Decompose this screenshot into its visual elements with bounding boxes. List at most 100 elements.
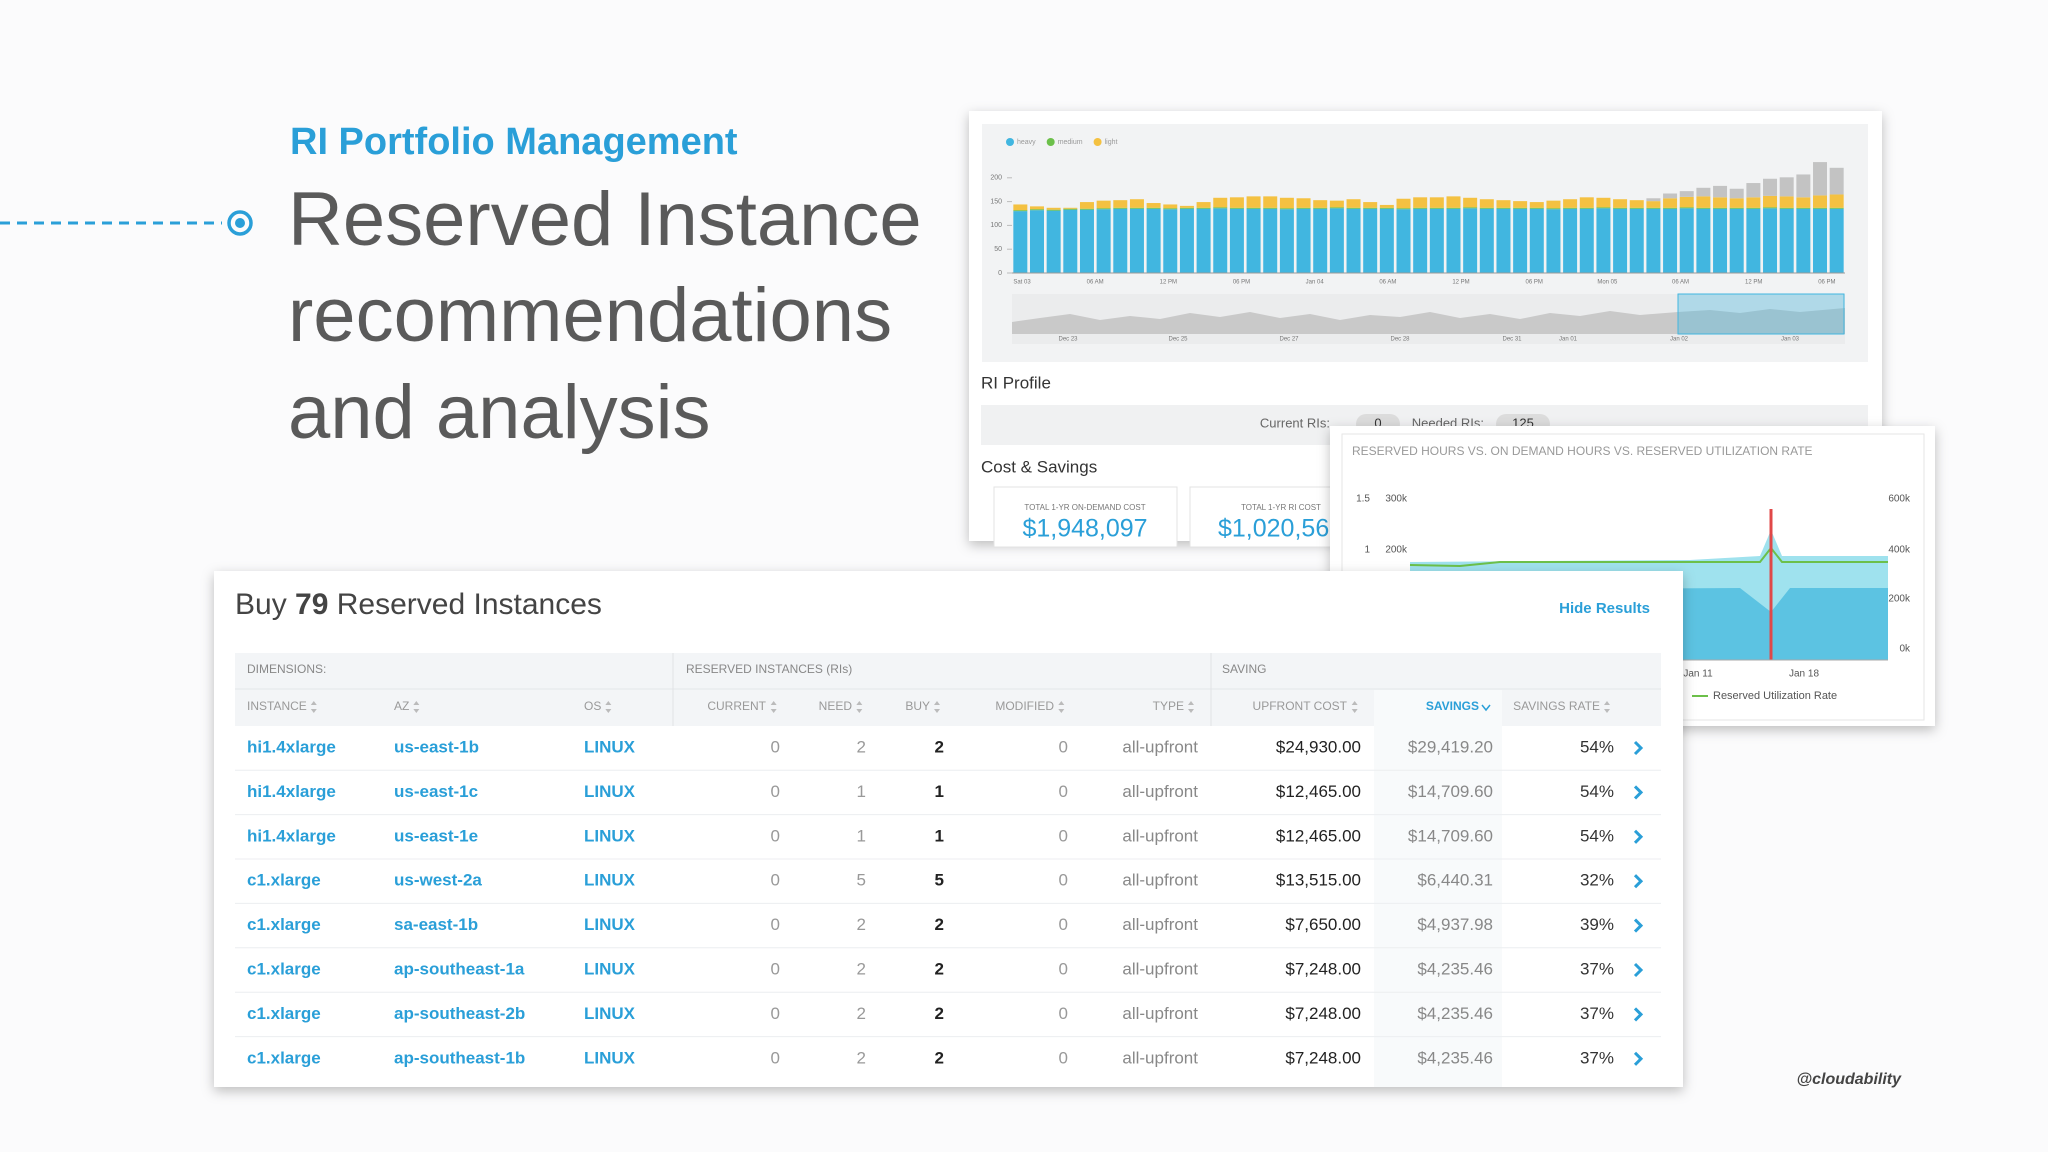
- x-tick-label: 06 AM: [1087, 280, 1104, 286]
- sort-indicator: [605, 701, 612, 713]
- bar-segment: [1263, 196, 1278, 208]
- table-cell: 2: [857, 737, 866, 756]
- column-header: BUY: [905, 699, 930, 713]
- table-cell: 0: [771, 826, 780, 845]
- bar-segment: [1613, 208, 1628, 273]
- navigator-sparkline: [1012, 308, 1845, 334]
- bar-segment: [1529, 207, 1544, 209]
- table-cell: 0: [771, 871, 780, 890]
- table-cell: ap-southeast-1b: [394, 1048, 525, 1067]
- table-cell: 2: [935, 915, 944, 934]
- navigator-label: Jan 03: [1781, 337, 1800, 343]
- bar-segment: [1163, 208, 1178, 210]
- column-header: CURRENT: [707, 699, 766, 713]
- bar-segment: [1396, 208, 1411, 210]
- row-chevron[interactable]: [1633, 829, 1644, 844]
- table-cell: 54%: [1580, 782, 1614, 801]
- bar-segment: [1796, 208, 1811, 273]
- table-cell: 39%: [1580, 915, 1614, 934]
- bar-segment: [1246, 208, 1261, 273]
- bar-segment: [1463, 207, 1478, 209]
- bar-segment: [1713, 207, 1728, 209]
- navigator-label: Jan 01: [1559, 337, 1578, 343]
- bar-segment: [1563, 208, 1578, 273]
- bar-segment: [1413, 207, 1428, 209]
- bar-segment: [1679, 208, 1694, 273]
- bar-segment: [1579, 208, 1594, 273]
- row-chevron[interactable]: [1633, 740, 1644, 756]
- x-tick-label: 06 AM: [1672, 280, 1689, 286]
- title-suffix: Reserved Instances: [337, 588, 602, 621]
- table-cell: 2: [857, 915, 866, 934]
- bar-segment: [1546, 200, 1561, 209]
- table-cell: LINUX: [584, 959, 636, 978]
- navigator-selection: [1677, 293, 1845, 335]
- bar-segment: [1646, 201, 1661, 208]
- bar-segment: [1179, 208, 1194, 273]
- row-chevron[interactable]: [1633, 1007, 1644, 1022]
- table-cell: c1.xlarge: [247, 1004, 321, 1023]
- bar-segment: [1146, 203, 1161, 208]
- sort-indicator: [1351, 701, 1358, 713]
- hide-results[interactable]: Hide Results: [1559, 600, 1650, 617]
- bar-segment: [1829, 194, 1844, 208]
- cost-card: [993, 486, 1178, 548]
- bar-segment: [1129, 199, 1144, 208]
- table-cell: 2: [857, 1004, 866, 1023]
- table-cell: hi1.4xlarge: [247, 782, 336, 801]
- table-cell: 37%: [1580, 1004, 1614, 1023]
- bar-segment: [1446, 208, 1461, 273]
- row-chevron[interactable]: [1633, 1051, 1644, 1066]
- bar-segment: [1663, 198, 1678, 208]
- table-cell: 0: [1059, 1048, 1068, 1067]
- table-cell: LINUX: [584, 871, 636, 890]
- group-header: DIMENSIONS:: [247, 662, 326, 676]
- sort-indicator: [856, 701, 863, 713]
- table-cell: 2: [935, 737, 944, 756]
- bar-segment: [1179, 207, 1194, 209]
- bar-segment: [1696, 187, 1711, 197]
- x-tick-label: 12 PM: [1160, 280, 1177, 286]
- x-tick-label: 12 PM: [1452, 280, 1469, 286]
- bar-segment: [1463, 208, 1478, 273]
- table-cell: 0: [1059, 826, 1068, 845]
- table-cell: 0: [1059, 782, 1068, 801]
- row-chevron[interactable]: [1633, 785, 1644, 800]
- ri-label: Current RIs:: [1260, 415, 1330, 430]
- bar-segment: [1579, 197, 1594, 208]
- sort-indicator: [1188, 701, 1194, 713]
- table-cell: 37%: [1580, 959, 1614, 978]
- column-header: UPFRONT COST: [1253, 699, 1348, 713]
- bar-segment: [1546, 209, 1561, 273]
- bar-segment: [1129, 208, 1144, 273]
- bar-segment: [1696, 208, 1711, 273]
- bar-segment: [1513, 207, 1528, 209]
- bar-segment: [1363, 202, 1378, 208]
- y-tick-label: 0: [998, 270, 1002, 277]
- row-chevron[interactable]: [1633, 962, 1644, 978]
- table-cell: all-upfront: [1122, 871, 1198, 890]
- bar-segment: [1196, 208, 1211, 273]
- table-cell: all-upfront: [1122, 737, 1198, 756]
- bar-segment: [1829, 167, 1844, 195]
- bar-segment: [1163, 209, 1178, 273]
- row-chevron[interactable]: [1633, 918, 1644, 933]
- y-tick-label: 300k: [1385, 494, 1408, 505]
- bar-segment: [1746, 208, 1761, 273]
- cost-value: $1,948,097: [1022, 515, 1147, 543]
- navigator-label: Dec 25: [1168, 337, 1188, 343]
- row-chevron[interactable]: [1633, 874, 1644, 889]
- table-cell: $4,235.46: [1417, 1048, 1493, 1067]
- y-tick-label: 1.5: [1356, 494, 1370, 505]
- legend-swatch: [1006, 138, 1014, 146]
- bar-segment: [1746, 197, 1761, 208]
- table-cell: 2: [935, 959, 944, 978]
- y-tick-label: 400k: [1888, 545, 1911, 556]
- x-tick-label: Jan 11: [1683, 669, 1713, 680]
- sorted-column-bg: [1374, 690, 1502, 1087]
- legend-label: Reserved Utilization Rate: [1713, 690, 1837, 702]
- bar-segment: [1329, 200, 1344, 208]
- legend-swatch: [1046, 138, 1055, 146]
- bar-segment: [1629, 207, 1644, 209]
- table-cell: $12,465.00: [1276, 826, 1361, 845]
